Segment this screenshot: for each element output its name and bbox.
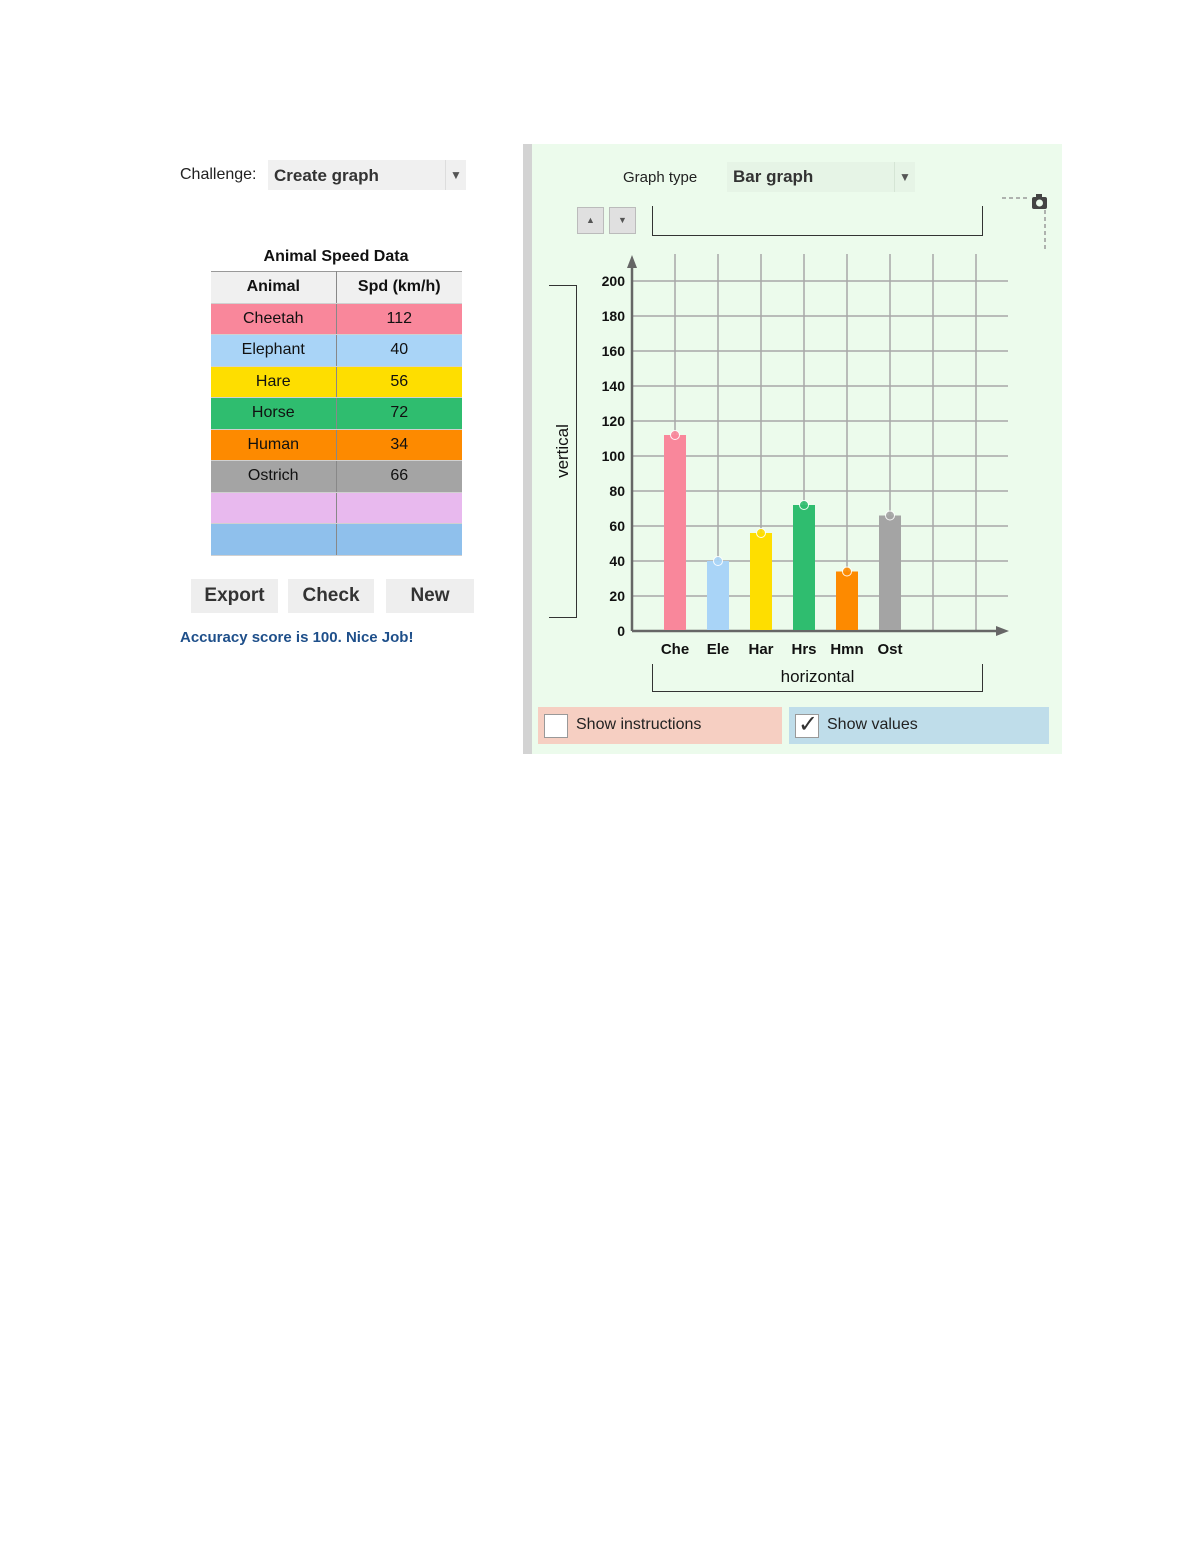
y-tick-label: 40 — [609, 553, 625, 569]
check-button[interactable]: Check — [288, 579, 374, 613]
show-instructions-label: Show instructions — [576, 716, 702, 733]
chevron-down-icon[interactable]: ▼ — [894, 162, 915, 192]
cell-animal[interactable]: Hare — [211, 366, 337, 398]
show-values-checkbox[interactable]: ✓ — [795, 711, 819, 738]
cell-speed[interactable]: 66 — [336, 460, 462, 493]
y-tick-label: 200 — [602, 273, 626, 289]
cell-animal[interactable]: Horse — [211, 397, 337, 430]
challenge-label: Challenge: — [180, 166, 257, 183]
table-row[interactable] — [211, 523, 462, 556]
cell-speed[interactable]: 34 — [336, 429, 462, 461]
y-axis-arrow — [627, 255, 637, 268]
x-tick-label: Ost — [877, 641, 902, 658]
graph-title-input[interactable] — [652, 206, 983, 236]
bar — [707, 561, 729, 630]
cell-speed[interactable]: 112 — [336, 303, 462, 335]
bar — [793, 505, 815, 630]
x-axis-arrow — [996, 626, 1009, 636]
chevron-down-icon[interactable]: ▼ — [445, 160, 466, 190]
column-header-speed: Spd (km/h) — [336, 271, 462, 304]
x-tick-label: Har — [748, 641, 773, 658]
cell-speed[interactable] — [336, 492, 462, 524]
bar — [836, 571, 858, 630]
cell-animal[interactable] — [211, 492, 337, 524]
cell-animal[interactable] — [211, 523, 337, 556]
table-row[interactable] — [211, 492, 462, 524]
x-tick-label: Hmn — [830, 641, 863, 658]
y-tick-label: 20 — [609, 588, 625, 604]
y-tick-label: 180 — [602, 308, 626, 324]
triangle-up-icon: ▲ — [586, 215, 595, 225]
x-tick-label: Che — [661, 641, 689, 658]
cell-animal[interactable]: Ostrich — [211, 460, 337, 493]
table-row[interactable]: Ostrich 66 — [211, 460, 462, 493]
challenge-select[interactable]: Create graph ▼ — [268, 160, 466, 190]
bar-handle — [756, 528, 766, 538]
export-button[interactable]: Export — [191, 579, 278, 613]
y-tick-label: 0 — [617, 623, 625, 639]
table-header-row: Animal Spd (km/h) — [211, 271, 462, 304]
graph-type-select[interactable]: Bar graph ▼ — [727, 162, 915, 192]
checkmark-icon: ✓ — [798, 711, 819, 738]
cell-animal[interactable]: Cheetah — [211, 303, 337, 335]
show-values-toggle[interactable]: ✓ Show values — [789, 707, 1049, 744]
bar-handle — [670, 430, 680, 440]
bar-handle — [713, 556, 723, 566]
graph-type-label: Graph type — [623, 169, 698, 186]
table-row[interactable]: Horse 72 — [211, 397, 462, 430]
column-header-animal: Animal — [211, 271, 337, 304]
bar-handle — [799, 500, 809, 510]
y-tick-label: 100 — [602, 448, 626, 464]
bar-handle — [885, 510, 895, 521]
data-table: Animal Spd (km/h) Cheetah 112 Elephant 40 Ha… — [211, 271, 462, 556]
show-values-label: Show values — [827, 716, 918, 733]
bar — [750, 533, 772, 630]
show-instructions-toggle[interactable]: Show instructions — [538, 707, 782, 744]
cell-speed[interactable]: 72 — [336, 397, 462, 430]
bar-handle — [842, 566, 852, 577]
y-tick-label: 60 — [609, 518, 625, 534]
cell-animal[interactable]: Elephant — [211, 334, 337, 367]
vertical-axis-label: vertical — [553, 424, 572, 478]
show-instructions-checkbox[interactable] — [544, 714, 568, 738]
horizontal-axis-label-input[interactable]: horizontal — [652, 664, 983, 692]
cell-speed[interactable] — [336, 523, 462, 556]
graph-panel: Graph type Bar graph ▼ ▲ ▼ 0 20 40 60 80 100 1… — [532, 144, 1062, 754]
bar — [879, 515, 901, 630]
cell-animal[interactable]: Human — [211, 429, 337, 461]
y-tick-label: 160 — [602, 343, 626, 359]
new-button[interactable]: New — [386, 579, 474, 613]
table-row[interactable]: Human 34 — [211, 429, 462, 461]
graph-type-value: Bar graph — [733, 167, 814, 186]
cell-speed[interactable]: 40 — [336, 334, 462, 367]
camera-icon[interactable] — [1000, 194, 1048, 254]
challenge-select-value: Create graph — [274, 166, 379, 185]
bar-chart: 0 20 40 60 80 100 120 140 160 180 200 Che Ele Har Hrs H… — [602, 254, 1009, 658]
table-row[interactable]: Elephant 40 — [211, 334, 462, 367]
accuracy-message: Accuracy score is 100. Nice Job! — [180, 629, 414, 646]
step-up-button[interactable]: ▲ — [577, 207, 604, 234]
panel-divider[interactable] — [523, 144, 532, 754]
y-tick-label: 120 — [602, 413, 626, 429]
vertical-axis-label-input[interactable] — [549, 285, 577, 618]
table-row[interactable]: Hare 56 — [211, 366, 462, 398]
y-tick-label: 80 — [609, 483, 625, 499]
triangle-down-icon: ▼ — [618, 215, 627, 225]
x-tick-label: Hrs — [791, 641, 816, 658]
table-row[interactable]: Cheetah 112 — [211, 303, 462, 335]
x-tick-label: Ele — [707, 641, 730, 658]
cell-speed[interactable]: 56 — [336, 366, 462, 398]
step-down-button[interactable]: ▼ — [609, 207, 636, 234]
y-tick-label: 140 — [602, 378, 626, 394]
table-title: Animal Speed Data — [263, 248, 409, 265]
bar — [664, 435, 686, 630]
